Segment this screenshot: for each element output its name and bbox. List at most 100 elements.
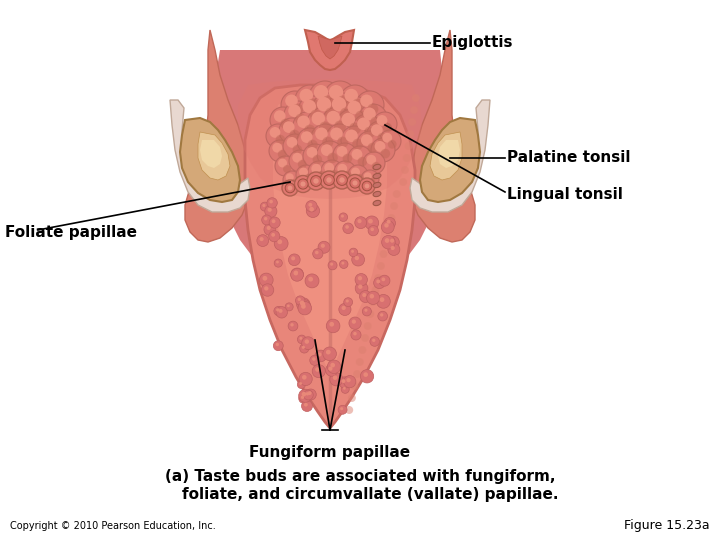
Circle shape [402,154,411,162]
Circle shape [337,146,347,157]
Circle shape [367,104,379,115]
Circle shape [372,286,379,294]
Circle shape [289,150,311,172]
Circle shape [378,311,387,321]
Circle shape [276,261,279,264]
Circle shape [364,184,369,188]
Circle shape [300,89,313,102]
Polygon shape [245,85,415,428]
Circle shape [363,152,385,174]
Circle shape [381,149,390,158]
Circle shape [379,250,387,258]
Circle shape [264,224,276,235]
Circle shape [302,392,306,396]
Circle shape [318,241,330,253]
Circle shape [379,275,390,286]
Circle shape [364,126,375,138]
Circle shape [278,150,287,159]
Circle shape [343,171,351,180]
Circle shape [406,130,415,138]
Circle shape [266,124,290,148]
Circle shape [368,226,379,236]
Circle shape [351,320,356,324]
Circle shape [310,176,321,186]
Circle shape [379,130,401,152]
Circle shape [269,200,273,204]
Circle shape [303,144,327,168]
Circle shape [279,118,305,144]
Circle shape [373,112,397,136]
Circle shape [352,139,364,150]
Text: foliate, and circumvallate (vallate) papillae.: foliate, and circumvallate (vallate) pap… [161,487,559,502]
Circle shape [264,286,269,291]
Circle shape [379,297,384,302]
Circle shape [355,256,359,260]
Circle shape [283,165,291,173]
Circle shape [345,130,358,142]
Circle shape [326,319,340,333]
Circle shape [368,178,375,185]
Text: Foliate papillae: Foliate papillae [5,225,137,240]
Circle shape [301,396,304,399]
Circle shape [348,165,368,185]
Polygon shape [438,140,460,168]
Circle shape [276,307,287,318]
Circle shape [300,382,302,385]
Circle shape [298,301,312,315]
Circle shape [361,170,379,188]
Circle shape [369,298,377,306]
Circle shape [355,282,368,295]
Circle shape [259,273,273,287]
Circle shape [362,307,372,316]
Circle shape [377,279,380,284]
Circle shape [296,165,316,185]
Circle shape [290,323,294,327]
Circle shape [295,113,307,125]
Circle shape [284,101,312,129]
Circle shape [307,108,337,138]
Circle shape [388,244,400,255]
Circle shape [320,244,325,248]
Circle shape [325,107,338,120]
Circle shape [305,339,309,344]
Circle shape [323,174,334,185]
Circle shape [390,246,395,250]
Circle shape [306,204,320,218]
Circle shape [304,174,312,182]
Circle shape [294,271,298,275]
Circle shape [334,120,346,132]
Circle shape [332,97,346,111]
Circle shape [298,96,328,126]
Circle shape [371,124,382,136]
Circle shape [274,341,283,350]
Circle shape [390,239,395,243]
Circle shape [290,179,297,186]
Circle shape [312,364,325,377]
Polygon shape [410,100,490,212]
Circle shape [300,337,302,340]
Circle shape [270,107,296,133]
Circle shape [401,166,409,174]
Circle shape [359,291,372,302]
Circle shape [384,238,390,243]
Circle shape [384,223,389,228]
Circle shape [294,271,298,275]
Circle shape [341,126,369,154]
Circle shape [287,305,289,307]
Circle shape [369,294,374,299]
Circle shape [328,261,337,270]
Circle shape [366,155,376,165]
Circle shape [271,233,275,237]
Circle shape [308,161,330,183]
Circle shape [293,112,321,140]
Polygon shape [410,30,475,242]
Circle shape [384,226,393,234]
Polygon shape [420,118,480,202]
Polygon shape [170,100,250,212]
Circle shape [299,394,308,403]
Circle shape [352,98,364,111]
Circle shape [337,164,347,174]
Circle shape [268,207,271,212]
Circle shape [334,161,356,183]
Polygon shape [273,90,387,376]
